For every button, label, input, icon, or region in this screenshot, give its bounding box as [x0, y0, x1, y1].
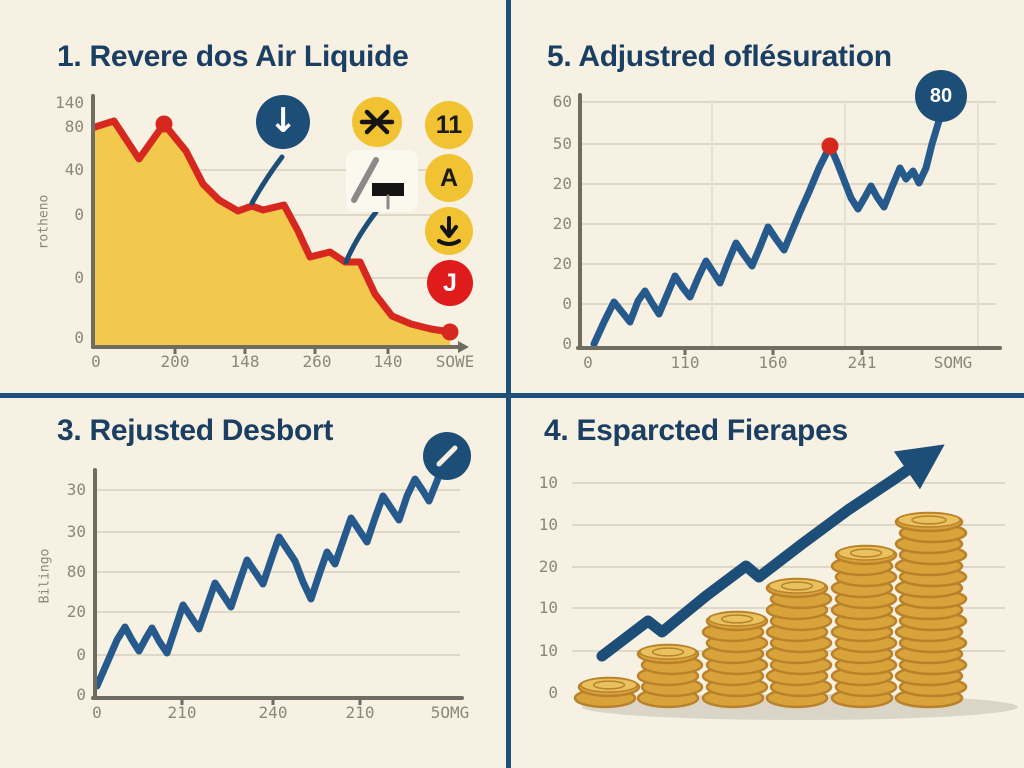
svg-text:10: 10 [539, 598, 558, 617]
svg-text:30: 30 [67, 480, 86, 499]
svg-text:0: 0 [562, 294, 572, 313]
q3-y-axis-label: Bilingo [37, 548, 53, 604]
svg-text:40: 40 [65, 160, 84, 179]
q1-y-axis-label: rotheno [36, 194, 52, 250]
down-arrow-icon: ↓ [268, 100, 298, 141]
badge-j-label: J [443, 268, 457, 297]
slash-icon [436, 445, 458, 467]
svg-text:20: 20 [553, 174, 572, 193]
svg-text:10: 10 [539, 473, 558, 492]
svg-text:20: 20 [67, 602, 86, 621]
download-badge [425, 207, 473, 255]
svg-text:0: 0 [76, 685, 86, 704]
q2-peak-badge: 80 [915, 70, 967, 122]
svg-text:20: 20 [553, 214, 572, 233]
svg-text:210: 210 [346, 703, 375, 722]
svg-text:50: 50 [553, 134, 572, 153]
q4-title: 4. Esparcted Fierapes [544, 414, 848, 447]
down-arrow-badge: ↓ [256, 95, 310, 149]
svg-text:0: 0 [583, 353, 593, 372]
svg-text:240: 240 [259, 703, 288, 722]
badge-letter-a: A [425, 154, 473, 202]
q1-title: 1. Revere dos Air Liquide [57, 40, 409, 73]
svg-text:140: 140 [55, 93, 84, 112]
svg-text:148: 148 [231, 352, 260, 371]
svg-text:30: 30 [67, 522, 86, 541]
svg-text:5OMG: 5OMG [431, 703, 470, 722]
svg-text:80: 80 [65, 117, 84, 136]
svg-text:0: 0 [92, 703, 102, 722]
svg-text:110: 110 [671, 353, 700, 372]
badge-a-label: A [439, 163, 459, 192]
svg-text:0: 0 [91, 352, 101, 371]
svg-text:210: 210 [168, 703, 197, 722]
q3-title: 3. Rejusted Desbort [57, 414, 334, 447]
svg-text:0: 0 [74, 205, 84, 224]
svg-text:0: 0 [76, 645, 86, 664]
q2-peak-badge-label: 80 [929, 85, 953, 107]
svg-text:0: 0 [74, 268, 84, 287]
svg-text:10: 10 [539, 515, 558, 534]
q3-slash-badge [423, 432, 471, 480]
svg-text:60: 60 [553, 92, 572, 111]
svg-text:160: 160 [759, 353, 788, 372]
svg-text:20: 20 [539, 557, 558, 576]
svg-text:80: 80 [67, 562, 86, 581]
svg-text:20: 20 [553, 254, 572, 273]
download-icon [437, 216, 461, 246]
quadrant-divider-vertical [506, 0, 511, 768]
quadrant-divider-horizontal [0, 393, 1024, 398]
crossed-asterisk-icon [359, 109, 395, 135]
svg-text:260: 260 [303, 352, 332, 371]
svg-text:10: 10 [539, 641, 558, 660]
slash-flag-icon [351, 157, 404, 210]
badge-letter-j: J [427, 260, 473, 306]
crossed-asterisk-badge [352, 97, 402, 147]
svg-text:SOWE: SOWE [436, 352, 475, 371]
slash-flag-glyph [346, 150, 418, 212]
svg-text:241: 241 [848, 353, 877, 372]
svg-text:0: 0 [74, 328, 84, 347]
svg-text:SOMG: SOMG [934, 353, 973, 372]
svg-text:0: 0 [562, 334, 572, 353]
svg-text:140: 140 [374, 352, 403, 371]
svg-text:0: 0 [548, 683, 558, 702]
q4-chart: 10 10 20 10 10 0 [539, 444, 1018, 720]
badge-eleven: 11 [425, 101, 473, 149]
svg-text:200: 200 [161, 352, 190, 371]
badge-eleven-label: 11 [435, 110, 463, 139]
q2-title: 5. Adjustred oflésuration [547, 40, 892, 73]
